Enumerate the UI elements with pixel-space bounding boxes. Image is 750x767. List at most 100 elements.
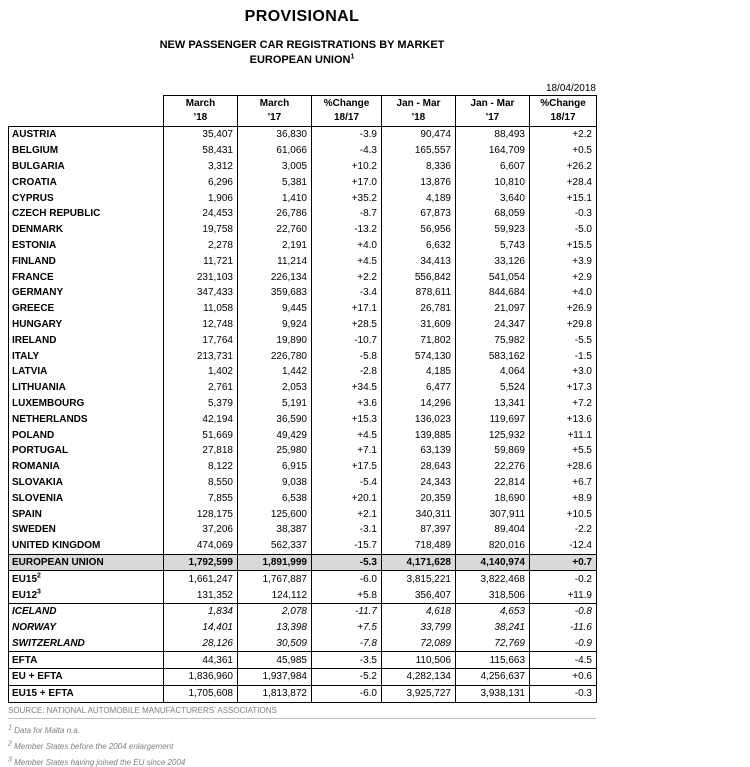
- table-row: BELGIUM 58,431 61,066 -4.3 165,557 164,709 +0.…: [8, 142, 597, 159]
- value-cell: 28,126: [163, 635, 238, 652]
- value-cell: +0.6: [529, 668, 597, 686]
- value-cell: 4,618: [381, 602, 456, 620]
- value-cell: 26,786: [237, 205, 312, 222]
- table-row: NORWAY 14,401 13,398 +7.5 33,799 38,241 -11.6: [8, 619, 597, 636]
- value-cell: 4,189: [381, 190, 456, 206]
- value-cell: 21,097: [455, 300, 530, 317]
- country-label: GREECE: [8, 300, 164, 317]
- table-row: IRELAND 17,764 19,890 -10.7 71,802 75,982 -5.5: [8, 332, 597, 349]
- value-cell: +6.7: [529, 474, 597, 491]
- column-header: Jan - Mar '17: [455, 95, 530, 127]
- value-cell: 2,278: [163, 237, 238, 254]
- value-cell: +8.9: [529, 490, 597, 507]
- table-row: SWEDEN 37,206 38,387 -3.1 87,397 89,404 -2.2: [8, 521, 597, 538]
- value-cell: 165,557: [381, 142, 456, 159]
- value-cell: 4,064: [455, 363, 530, 380]
- value-cell: -3.1: [311, 521, 382, 538]
- table-row: ROMANIA 8,122 6,915 +17.5 28,643 22,276 +28.6: [8, 458, 597, 475]
- value-cell: -3.5: [311, 651, 382, 669]
- column-header: Jan - Mar '18: [381, 95, 456, 127]
- table-row: UNITED KINGDOM 474,069 562,337 -15.7 718,489…: [8, 537, 597, 555]
- value-cell: +34.5: [311, 379, 382, 396]
- value-cell: 72,769: [455, 635, 530, 652]
- country-column-header: [9, 96, 164, 127]
- value-cell: 7,855: [163, 490, 238, 507]
- value-cell: 574,130: [381, 348, 456, 364]
- table-row: EFTA 44,361 45,985 -3.5 110,506 115,663 -4.5: [8, 651, 597, 669]
- value-cell: +7.5: [311, 619, 382, 636]
- value-cell: -0.2: [529, 570, 597, 588]
- value-cell: -4.3: [311, 142, 382, 159]
- value-cell: 1,705,608: [163, 684, 238, 703]
- table-row: SLOVAKIA 8,550 9,038 -5.4 24,343 22,814 +6.7: [8, 474, 597, 491]
- value-cell: +17.3: [529, 379, 597, 396]
- value-cell: 5,191: [237, 395, 312, 412]
- value-cell: +7.1: [311, 442, 382, 459]
- value-cell: -5.3: [311, 553, 382, 572]
- country-label: SLOVENIA: [8, 490, 164, 507]
- value-cell: 14,296: [381, 395, 456, 412]
- value-cell: -5.5: [529, 332, 597, 349]
- value-cell: 541,054: [455, 269, 530, 285]
- value-cell: -6.0: [311, 570, 382, 588]
- value-cell: 72,089: [381, 635, 456, 652]
- value-cell: 22,276: [455, 458, 530, 475]
- page-title: PROVISIONAL: [244, 8, 360, 25]
- country-label: EU15 + EFTA: [8, 684, 164, 703]
- value-cell: 58,431: [163, 142, 238, 159]
- country-label: CZECH REPUBLIC: [8, 205, 164, 222]
- value-cell: 19,890: [237, 332, 312, 349]
- table-row: EU123 131,352 124,112 +5.8 356,407 318,506 +11…: [8, 587, 597, 604]
- value-cell: 36,590: [237, 411, 312, 428]
- column-header: %Change 18/17: [529, 95, 597, 127]
- report-subtitle-region: EUROPEAN UNION1: [8, 53, 596, 68]
- value-cell: 3,938,131: [455, 684, 530, 703]
- value-cell: 4,185: [381, 363, 456, 380]
- value-cell: -5.4: [311, 474, 382, 491]
- value-cell: -4.5: [529, 651, 597, 669]
- country-label: ITALY: [8, 348, 164, 364]
- value-cell: +29.8: [529, 316, 597, 333]
- value-cell: +10.2: [311, 158, 382, 175]
- value-cell: 13,398: [237, 619, 312, 636]
- table-row: CROATIA 6,296 5,381 +17.0 13,876 10,810 +28.4: [8, 174, 597, 191]
- country-label: EFTA: [8, 651, 164, 669]
- value-cell: 25,980: [237, 442, 312, 459]
- table-row: EU152 1,661,247 1,767,887 -6.0 3,815,221 3,82…: [8, 570, 597, 588]
- value-cell: 61,066: [237, 142, 312, 159]
- value-cell: 33,126: [455, 253, 530, 270]
- value-cell: 844,684: [455, 284, 530, 301]
- value-cell: 128,175: [163, 506, 238, 522]
- table-row: LITHUANIA 2,761 2,053 +34.5 6,477 5,524 +17.3: [8, 379, 597, 396]
- value-cell: 5,379: [163, 395, 238, 412]
- country-label: UNITED KINGDOM: [8, 537, 164, 555]
- country-label: EU123: [8, 587, 164, 604]
- table-row: EU + EFTA 1,836,960 1,937,984 -5.2 4,282,134…: [8, 668, 597, 686]
- value-cell: 1,834: [163, 602, 238, 620]
- value-cell: 71,802: [381, 332, 456, 349]
- value-cell: 1,937,984: [237, 668, 312, 686]
- value-cell: 45,985: [237, 651, 312, 669]
- country-label: AUSTRIA: [8, 125, 164, 143]
- value-cell: 38,387: [237, 521, 312, 538]
- country-label: SWITZERLAND: [8, 635, 164, 652]
- footnote: 3 Member States having joined the EU sin…: [8, 756, 186, 767]
- value-cell: +3.6: [311, 395, 382, 412]
- value-cell: 226,780: [237, 348, 312, 364]
- value-cell: +15.5: [529, 237, 597, 254]
- value-cell: 1,836,960: [163, 668, 238, 686]
- country-label: POLAND: [8, 427, 164, 443]
- value-cell: +4.0: [529, 284, 597, 301]
- value-cell: 26,781: [381, 300, 456, 317]
- value-cell: 340,311: [381, 506, 456, 522]
- value-cell: 8,550: [163, 474, 238, 491]
- value-cell: +15.3: [311, 411, 382, 428]
- country-label: NORWAY: [8, 619, 164, 636]
- value-cell: 13,876: [381, 174, 456, 191]
- value-cell: 90,474: [381, 125, 456, 143]
- value-cell: 59,923: [455, 221, 530, 238]
- value-cell: 4,282,134: [381, 668, 456, 686]
- value-cell: 318,506: [455, 587, 530, 604]
- value-cell: -2.2: [529, 521, 597, 538]
